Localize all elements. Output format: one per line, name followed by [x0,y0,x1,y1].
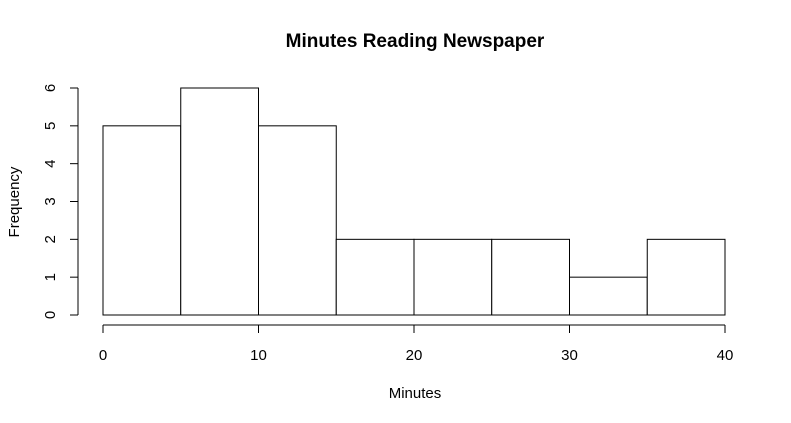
x-tick-label-1: 10 [250,347,267,364]
histogram-bar-4 [413,238,493,316]
y-tick-label-5: 5 [42,122,59,130]
y-tick-label-6: 6 [42,84,59,92]
histogram-bar-3 [335,238,415,316]
y-axis: 0 1 2 3 4 5 6 [42,84,79,319]
histogram-bar-6 [569,276,648,316]
x-tick-label-2: 20 [406,347,423,364]
histogram-bar-0 [102,125,182,316]
histogram-bar-7 [646,238,726,316]
histogram-bar-5 [491,238,570,316]
x-axis: 0 10 20 30 40 [99,324,734,364]
histogram-bar-1 [180,87,259,316]
y-tick-label-0: 0 [42,311,59,319]
x-tick-label-0: 0 [99,347,107,364]
y-tick-label-1: 1 [42,273,59,281]
histogram-bar-2 [258,125,337,316]
x-axis-label: Minutes [389,385,442,402]
chart-title: Minutes Reading Newspaper [286,31,545,52]
y-tick-label-3: 3 [42,197,59,205]
y-tick-label-4: 4 [42,159,59,167]
x-tick-label-4: 40 [717,347,734,364]
y-tick-label-2: 2 [42,235,59,243]
x-tick-label-3: 30 [561,347,578,364]
histogram-bars [102,87,726,316]
y-axis-label: Frequency [6,166,23,237]
